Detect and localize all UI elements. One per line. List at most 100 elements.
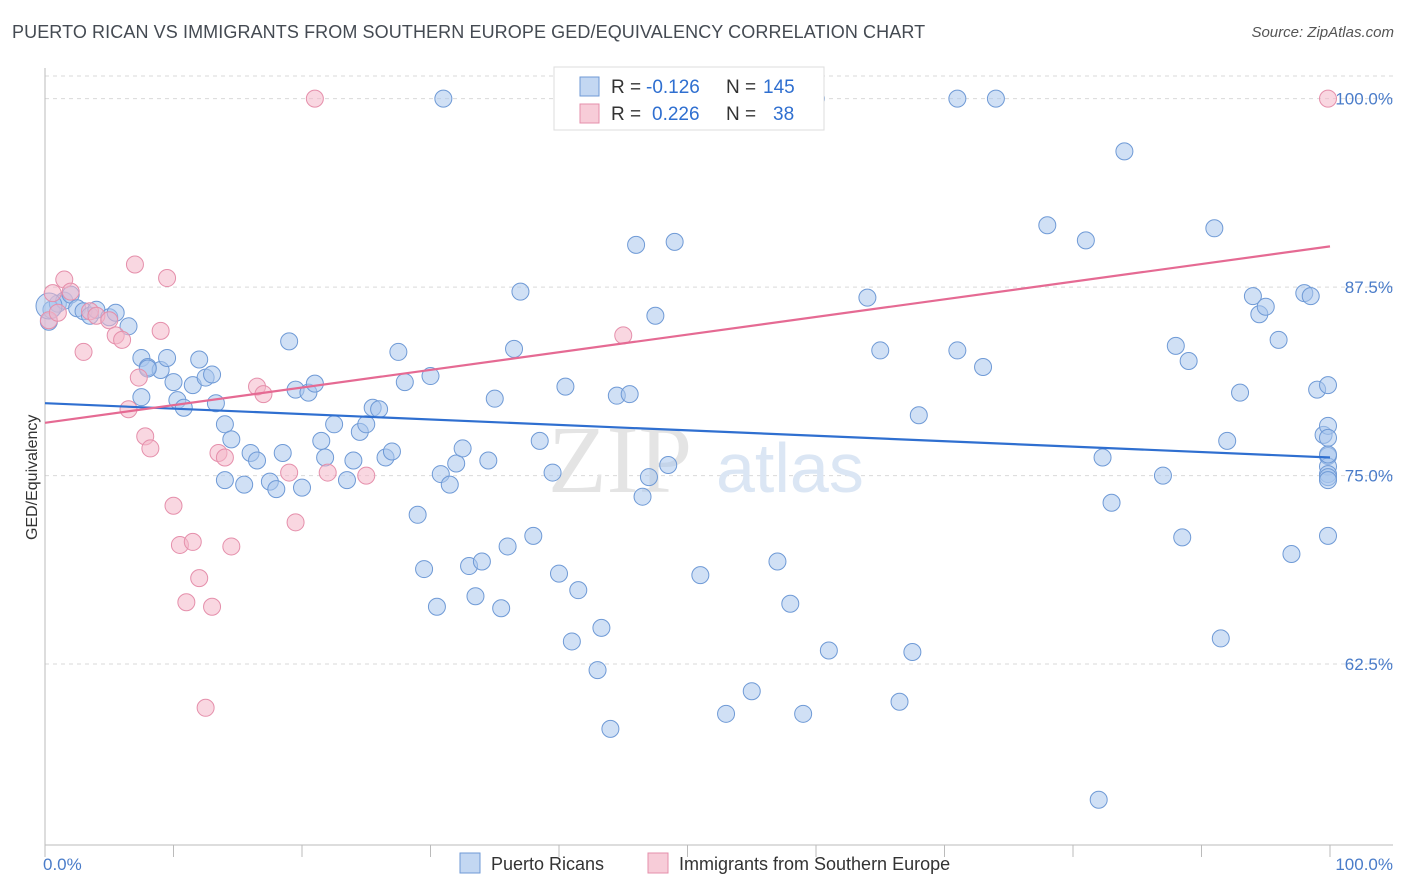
point-puerto-rican bbox=[453, 439, 472, 458]
point-puerto-rican bbox=[337, 471, 356, 490]
point-puerto-rican bbox=[550, 564, 568, 583]
point-puerto-rican bbox=[1256, 297, 1275, 316]
point-southern-europe bbox=[286, 513, 305, 532]
point-puerto-rican bbox=[222, 430, 241, 449]
point-puerto-rican bbox=[556, 377, 575, 396]
point-puerto-rican bbox=[633, 487, 652, 506]
point-southern-europe bbox=[164, 496, 183, 515]
watermark-atlas: atlas bbox=[716, 429, 864, 507]
point-puerto-rican bbox=[190, 350, 209, 369]
point-puerto-rican bbox=[592, 618, 611, 637]
point-puerto-rican bbox=[485, 389, 504, 408]
grid-lines bbox=[45, 75, 1393, 665]
point-puerto-rican bbox=[1282, 544, 1301, 563]
legend-r-label-1: R = bbox=[611, 77, 641, 98]
x-tick-label-max: 100.0% bbox=[1335, 855, 1393, 874]
point-puerto-rican bbox=[280, 332, 299, 351]
point-southern-europe bbox=[113, 330, 132, 349]
point-puerto-rican bbox=[588, 661, 607, 680]
point-puerto-rican bbox=[1319, 526, 1337, 545]
point-puerto-rican bbox=[620, 385, 639, 404]
point-puerto-rican bbox=[1301, 287, 1320, 306]
y-tick-label: 100.0% bbox=[1335, 90, 1393, 109]
trend-lines bbox=[44, 245, 1331, 459]
point-southern-europe bbox=[61, 282, 80, 301]
point-southern-europe bbox=[196, 698, 215, 717]
point-southern-europe bbox=[119, 400, 138, 419]
point-puerto-rican bbox=[742, 682, 761, 701]
point-puerto-rican bbox=[1076, 231, 1095, 250]
point-puerto-rican bbox=[890, 692, 909, 711]
y-tick-label: 75.0% bbox=[1345, 467, 1393, 486]
point-puerto-rican bbox=[325, 415, 344, 434]
point-puerto-rican bbox=[466, 587, 485, 606]
point-southern-europe bbox=[222, 537, 241, 556]
point-puerto-rican bbox=[203, 365, 222, 384]
point-puerto-rican bbox=[370, 400, 389, 419]
axes bbox=[44, 68, 1393, 857]
point-puerto-rican bbox=[273, 443, 292, 462]
point-puerto-rican bbox=[382, 442, 401, 461]
x-tick-label-min: 0.0% bbox=[43, 855, 82, 874]
point-puerto-rican bbox=[395, 373, 414, 392]
point-puerto-rican bbox=[447, 454, 466, 473]
point-puerto-rican bbox=[357, 415, 376, 434]
point-puerto-rican bbox=[248, 451, 267, 470]
point-puerto-rican bbox=[316, 448, 335, 467]
point-puerto-rican bbox=[524, 526, 543, 545]
point-puerto-rican bbox=[1243, 287, 1262, 306]
point-puerto-rican bbox=[691, 566, 710, 585]
point-puerto-rican bbox=[1166, 336, 1185, 355]
point-southern-europe bbox=[203, 597, 222, 616]
point-southern-europe bbox=[74, 342, 93, 361]
point-puerto-rican bbox=[1269, 330, 1288, 349]
trend-line-puerto-ricans bbox=[44, 402, 1331, 459]
y-tick-label: 87.5% bbox=[1345, 278, 1393, 297]
point-puerto-rican bbox=[562, 632, 581, 651]
point-puerto-rican bbox=[948, 341, 967, 360]
point-puerto-rican bbox=[498, 537, 517, 556]
point-puerto-rican bbox=[1205, 219, 1224, 238]
bottom-legend-swatch-blue bbox=[459, 852, 481, 874]
point-puerto-rican bbox=[511, 282, 530, 301]
legend-swatch-pink bbox=[579, 103, 600, 124]
point-puerto-rican bbox=[794, 704, 813, 723]
point-puerto-rican bbox=[305, 374, 324, 393]
point-southern-europe bbox=[158, 269, 177, 288]
point-puerto-rican bbox=[472, 552, 491, 571]
point-southern-europe bbox=[215, 448, 234, 467]
point-puerto-rican bbox=[627, 235, 646, 254]
point-puerto-rican bbox=[858, 288, 877, 307]
point-puerto-rican bbox=[427, 597, 446, 616]
point-puerto-rican bbox=[948, 89, 967, 108]
bottom-legend-label-2: Immigrants from Southern Europe bbox=[679, 854, 950, 874]
point-puerto-rican bbox=[1179, 351, 1198, 370]
point-puerto-rican bbox=[267, 480, 286, 499]
legend-n-label-2: N = bbox=[726, 104, 756, 125]
point-puerto-rican bbox=[1089, 790, 1108, 809]
legend-swatch-blue bbox=[579, 76, 600, 97]
bottom-legend-swatch-pink bbox=[647, 852, 669, 874]
point-puerto-rican bbox=[543, 463, 562, 482]
point-puerto-rican bbox=[492, 599, 511, 618]
point-southern-europe bbox=[177, 593, 196, 612]
point-puerto-rican bbox=[158, 348, 177, 367]
point-puerto-rican bbox=[312, 431, 331, 450]
point-puerto-rican bbox=[1211, 629, 1230, 648]
point-puerto-rican bbox=[665, 232, 684, 251]
point-southern-europe bbox=[190, 569, 209, 588]
series-puerto-ricans bbox=[35, 89, 1337, 809]
point-puerto-rican bbox=[164, 373, 183, 392]
y-tick-labels: 62.5% 75.0% 87.5% 100.0% bbox=[1335, 90, 1393, 674]
point-southern-europe bbox=[48, 303, 67, 322]
point-puerto-rican bbox=[1038, 216, 1057, 235]
series-legend: Puerto Ricans Immigrants from Southern E… bbox=[459, 852, 950, 874]
legend-r-value-1: -0.126 bbox=[646, 77, 700, 98]
point-puerto-rican bbox=[1218, 431, 1237, 450]
point-southern-europe bbox=[183, 532, 202, 551]
point-puerto-rican bbox=[819, 641, 838, 660]
bottom-legend-label-1: Puerto Ricans bbox=[491, 854, 604, 874]
point-puerto-rican bbox=[215, 415, 234, 434]
source-credit: Source: ZipAtlas.com bbox=[1251, 24, 1394, 41]
